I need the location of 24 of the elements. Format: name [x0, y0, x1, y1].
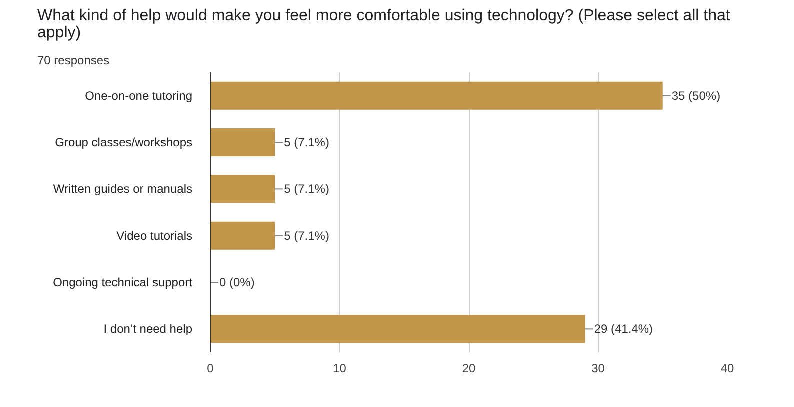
text: 70 responses	[38, 54, 110, 68]
bar	[210, 222, 276, 250]
data-label: 29 (41.4%)	[594, 322, 654, 336]
x-tick-label: 0	[207, 362, 214, 376]
x-tick-label: 30	[592, 362, 606, 376]
bar	[210, 128, 276, 156]
bar	[210, 175, 276, 204]
data-label: 5 (7.1%)	[284, 182, 330, 196]
y-tick-label: Video tutorials	[116, 228, 192, 243]
bar	[210, 82, 663, 110]
y-tick-label: One-on-one tutoring	[85, 88, 193, 103]
x-tick-label: 20	[462, 362, 476, 376]
x-tick-label: 10	[333, 362, 347, 376]
data-label: 5 (7.1%)	[284, 136, 330, 150]
y-tick-label: Written guides or manuals	[53, 182, 193, 196]
x-tick-label: 40	[720, 362, 734, 376]
data-label: 35 (50%)	[672, 88, 721, 103]
y-tick-label: I don’t need help	[104, 322, 193, 336]
y-tick-label: Ongoing technical support	[53, 276, 194, 290]
chart-title: What kind of help would make you feel more comfortable using technology? (Please select all that apply)	[38, 8, 731, 42]
data-label: 0 (0%)	[220, 276, 255, 290]
bar	[210, 315, 586, 344]
data-label: 5 (7.1%)	[284, 228, 330, 243]
y-tick-label: Group classes/workshops	[55, 136, 192, 150]
